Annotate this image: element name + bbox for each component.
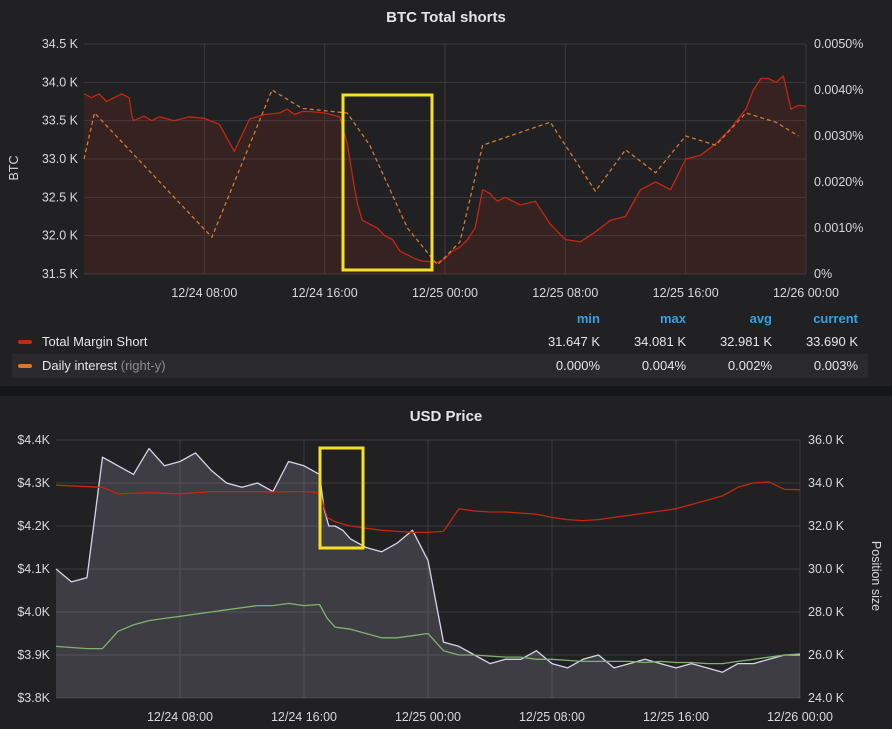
legend-row-total-margin-short[interactable]: Total Margin Short 31.647 K 34.081 K 32.…	[12, 330, 868, 354]
legend-max: 34.081 K	[633, 334, 686, 349]
legend-axis-note: (right-y)	[120, 358, 166, 373]
legend-swatch	[18, 340, 32, 344]
legend-min: 0.000%	[555, 358, 600, 373]
series-line	[55, 447, 800, 673]
series-line	[83, 89, 799, 266]
y2-axis-label: Position size	[869, 541, 883, 611]
y2-tick-label: 0%	[814, 267, 832, 281]
y-axis-label: BTC	[7, 156, 21, 181]
y2-tick-label: 34.0 K	[808, 476, 845, 490]
legend-series-name[interactable]: Daily interest (right-y)	[42, 354, 166, 378]
y2-tick-label: 24.0 K	[808, 691, 845, 705]
highlight-box	[341, 93, 434, 272]
y-tick-label: 31.5 K	[42, 267, 79, 281]
y2-tick-label: 0.0010%	[814, 221, 863, 235]
legend-series-name[interactable]: Total Margin Short	[42, 334, 148, 349]
y2-tick-label: 36.0 K	[808, 433, 845, 447]
legend-header-min[interactable]: min	[576, 311, 600, 326]
legend-header-max[interactable]: max	[659, 311, 686, 326]
btc-total-shorts-panel: BTC Total shorts 31.5 K 32.0 K 32.5 K 33.0 …	[0, 0, 892, 386]
legend-header-avg[interactable]: avg	[749, 311, 772, 326]
x-tick-label: 12/24 16:00	[292, 286, 358, 300]
series-line	[83, 75, 807, 264]
legend-avg: 0.002%	[727, 358, 772, 373]
y2-tick-label: 28.0 K	[808, 605, 845, 619]
legend-min: 31.647 K	[547, 334, 600, 349]
x-tick-label: 12/25 00:00	[412, 286, 478, 300]
series-line	[55, 602, 801, 665]
y2-tick-label: 0.0030%	[814, 129, 863, 143]
y-tick-label: $4.1K	[17, 562, 50, 576]
y-tick-label: 34.5 K	[42, 37, 79, 51]
x-tick-label: 12/24 16:00	[271, 710, 337, 724]
usd-price-chart: $3.8K $3.9K $4.0K $4.1K $4.2K $4.3K $4.4K 24.0 …	[17, 433, 883, 724]
series-line	[55, 481, 801, 534]
y-tick-label: 33.5 K	[42, 114, 79, 128]
x-tick-label: 12/26 00:00	[767, 710, 833, 724]
y-tick-label: 34.0 K	[42, 75, 79, 89]
y2-tick-label: 26.0 K	[808, 648, 845, 662]
panel-title[interactable]: USD Price	[409, 408, 483, 425]
y-tick-label: $3.9K	[17, 648, 50, 662]
y2-tick-label: 0.0020%	[814, 175, 863, 189]
series-area	[84, 76, 806, 274]
y2-tick-label: 32.0 K	[808, 519, 845, 533]
x-tick-label: 12/25 16:00	[643, 710, 709, 724]
x-tick-label: 12/25 08:00	[519, 710, 585, 724]
legend-header-current[interactable]: current	[813, 311, 858, 326]
y2-tick-label: 0.0040%	[814, 83, 863, 97]
y-tick-label: $3.8K	[17, 691, 50, 705]
legend-max: 0.004%	[641, 358, 686, 373]
highlight-box	[318, 446, 365, 550]
y2-tick-label: 30.0 K	[808, 562, 845, 576]
btc-total-shorts-chart: 31.5 K 32.0 K 32.5 K 33.0 K 33.5 K 34.0 K 34.5…	[7, 37, 863, 300]
y2-tick-label: 0.0050%	[814, 37, 863, 51]
x-tick-label: 12/25 16:00	[653, 286, 719, 300]
legend-current: 0.003%	[813, 358, 858, 373]
y-tick-label: $4.2K	[17, 519, 50, 533]
y-tick-label: 32.5 K	[42, 190, 79, 204]
x-tick-label: 12/24 08:00	[171, 286, 237, 300]
x-tick-label: 12/25 08:00	[532, 286, 598, 300]
y-tick-label: 33.0 K	[42, 152, 79, 166]
y-tick-label: $4.4K	[17, 433, 50, 447]
legend-row-daily-interest[interactable]: Daily interest (right-y) 0.000% 0.004% 0…	[12, 354, 868, 378]
usd-price-panel: USD Price $3.8K $3.9K $4.0K $4.1K $4.2K $4.3K…	[0, 396, 892, 729]
series-area	[56, 448, 800, 698]
legend-swatch	[18, 364, 32, 368]
y-tick-label: $4.0K	[17, 605, 50, 619]
x-tick-label: 12/26 00:00	[773, 286, 839, 300]
legend-avg: 32.981 K	[719, 334, 772, 349]
legend-current: 33.690 K	[805, 334, 858, 349]
panel-title[interactable]: BTC Total shorts	[386, 9, 506, 26]
x-tick-label: 12/24 08:00	[147, 710, 213, 724]
legend-series-label: Daily interest	[42, 358, 118, 373]
y-tick-label: $4.3K	[17, 476, 50, 490]
x-tick-label: 12/25 00:00	[395, 710, 461, 724]
y-tick-label: 32.0 K	[42, 229, 79, 243]
